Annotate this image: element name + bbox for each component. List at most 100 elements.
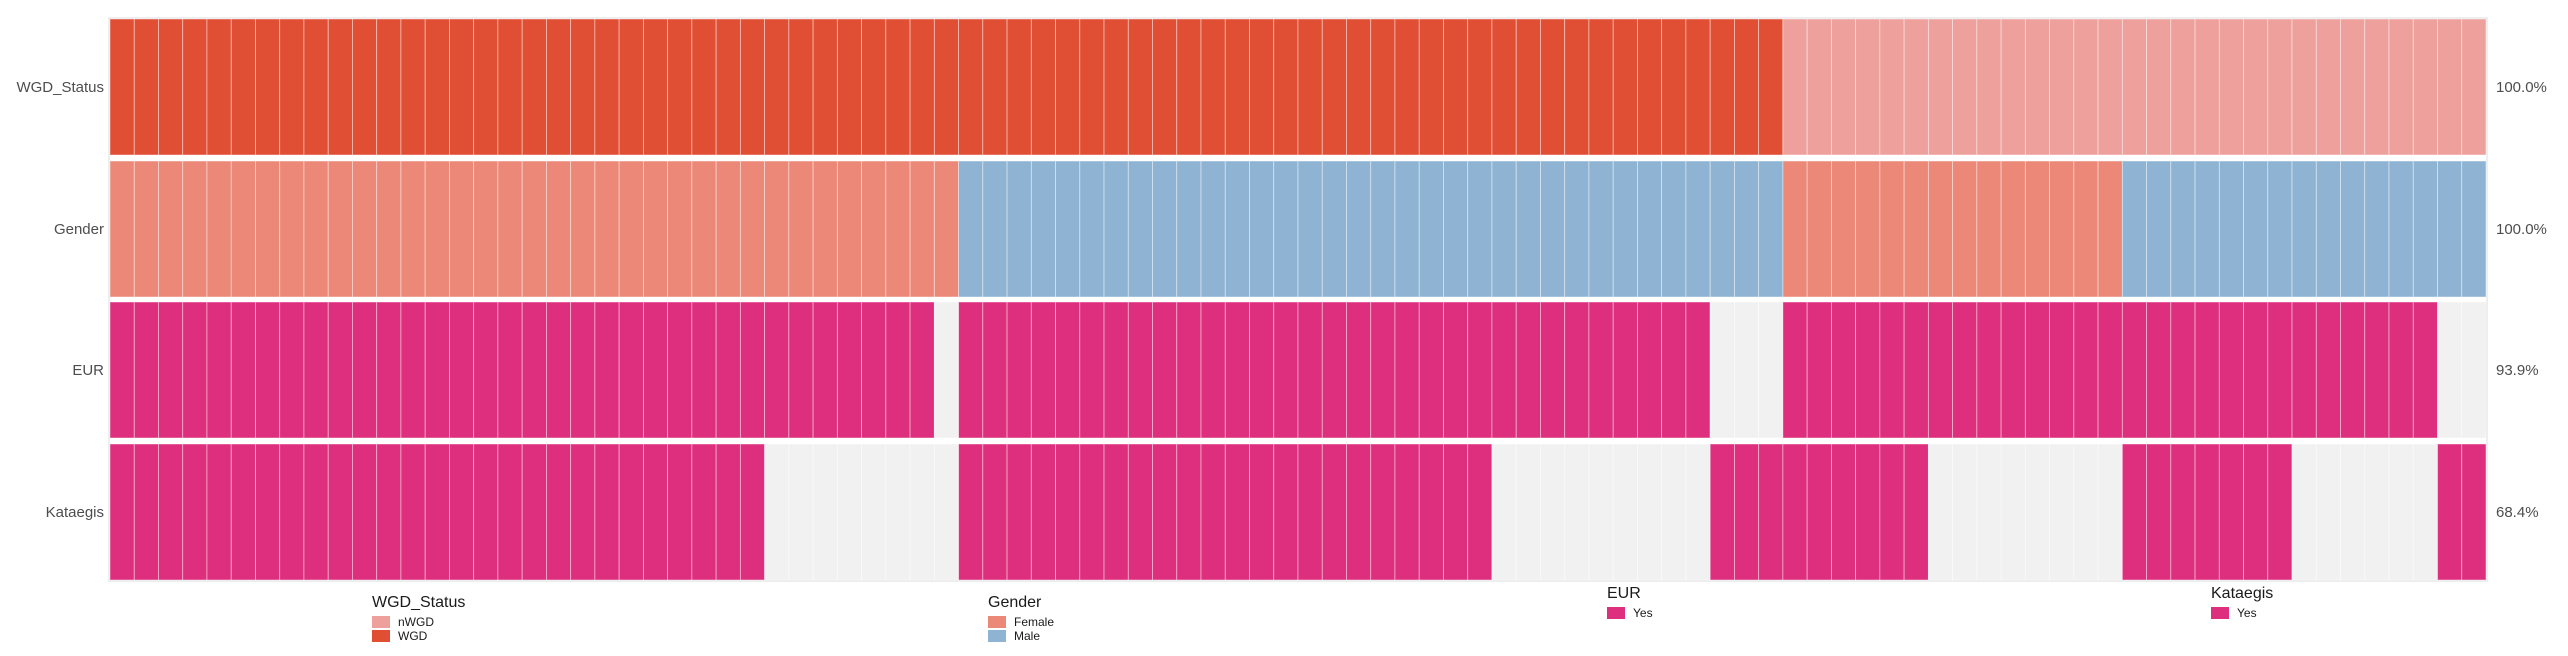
cell-eur-49: [1297, 301, 1323, 439]
cell-gender-37: [1006, 160, 1032, 298]
cell-wgd_status-23: [667, 18, 693, 156]
cell-eur-22: [642, 301, 669, 439]
cell-gender-35: [958, 160, 984, 298]
cell-wgd_status-32: [885, 18, 911, 156]
cell-gender-63: [1637, 160, 1663, 298]
cell-gender-56: [1467, 160, 1493, 298]
cell-gender-58: [1515, 160, 1541, 298]
cell-eur-40: [1079, 301, 1105, 439]
cell-gender-91: [2315, 160, 2341, 298]
cell-wgd_status-5: [230, 18, 256, 156]
cell-wgd_status-50: [1321, 18, 1347, 156]
cell-kataegis-15: [473, 443, 499, 581]
cell-gender-50: [1321, 160, 1347, 298]
cell-eur-56: [1467, 301, 1493, 439]
cell-eur-62: [1612, 301, 1638, 439]
cell-gender-68: [1758, 160, 1784, 298]
cell-wgd_status-22: [642, 18, 669, 156]
cell-wgd_status-62: [1612, 18, 1638, 156]
cell-wgd_status-48: [1273, 18, 1299, 156]
cell-wgd_status-97: [2461, 18, 2487, 156]
cell-eur-57: [1491, 301, 1517, 439]
legend-item-label: WGD: [398, 629, 428, 643]
cell-kataegis-27: [764, 443, 790, 581]
cell-eur-5: [230, 301, 256, 439]
cell-kataegis-26: [739, 443, 766, 581]
cell-gender-64: [1661, 160, 1687, 298]
cell-wgd_status-68: [1758, 18, 1784, 156]
cell-eur-76: [1952, 301, 1978, 439]
cell-gender-27: [764, 160, 790, 298]
cell-gender-77: [1976, 160, 2002, 298]
cell-kataegis-48: [1273, 443, 1299, 581]
cell-eur-91: [2315, 301, 2341, 439]
cell-kataegis-4: [206, 443, 232, 581]
row-label-gender: Gender: [54, 221, 104, 238]
cell-wgd_status-74: [1903, 18, 1929, 156]
cell-wgd_status-26: [739, 18, 766, 156]
cell-gender-55: [1443, 160, 1469, 298]
cell-gender-93: [2364, 160, 2390, 298]
cell-kataegis-52: [1370, 443, 1396, 581]
cell-gender-83: [2121, 160, 2147, 298]
cell-eur-96: [2437, 301, 2463, 439]
cell-wgd_status-7: [279, 18, 305, 156]
cell-gender-14: [449, 160, 475, 298]
cell-gender-13: [424, 160, 450, 298]
cell-wgd_status-37: [1006, 18, 1032, 156]
cell-kataegis-49: [1297, 443, 1323, 581]
cell-wgd_status-66: [1709, 18, 1735, 156]
cell-wgd_status-31: [861, 18, 887, 156]
cell-wgd_status-92: [2340, 18, 2366, 156]
cell-wgd_status-13: [424, 18, 450, 156]
cell-wgd_status-0: [109, 18, 135, 156]
cell-kataegis-35: [958, 443, 984, 581]
cell-wgd_status-83: [2121, 18, 2147, 156]
cell-eur-7: [279, 301, 305, 439]
cell-kataegis-9: [327, 443, 353, 581]
cell-gender-69: [1782, 160, 1808, 298]
cell-eur-93: [2364, 301, 2390, 439]
cell-kataegis-23: [667, 443, 693, 581]
cell-eur-21: [618, 301, 644, 439]
cell-kataegis-96: [2437, 443, 2463, 581]
cell-wgd_status-73: [1879, 18, 1905, 156]
cell-wgd_status-18: [546, 18, 572, 156]
cell-wgd_status-45: [1200, 18, 1226, 156]
cell-wgd_status-3: [182, 18, 208, 156]
cell-kataegis-2: [158, 443, 184, 581]
cell-gender-96: [2437, 160, 2463, 298]
cell-gender-51: [1346, 160, 1372, 298]
cell-kataegis-54: [1418, 443, 1444, 581]
legend-title: Gender: [988, 594, 1042, 611]
cell-gender-9: [327, 160, 353, 298]
cell-eur-52: [1370, 301, 1396, 439]
cell-eur-95: [2412, 301, 2438, 439]
cell-eur-53: [1394, 301, 1420, 439]
row-label-eur: EUR: [72, 362, 104, 379]
cell-wgd_status-57: [1491, 18, 1517, 156]
cell-wgd_status-11: [376, 18, 402, 156]
cell-kataegis-6: [255, 443, 281, 581]
cell-eur-72: [1855, 301, 1881, 439]
cell-wgd_status-25: [715, 18, 741, 156]
cell-eur-73: [1879, 301, 1905, 439]
legend-layer: WGD_StatusnWGDWGDGenderFemaleMaleEURYesK…: [372, 585, 2273, 643]
cell-kataegis-41: [1103, 443, 1129, 581]
legend-eur: EUR Yes: [1607, 585, 1653, 620]
cell-kataegis-13: [424, 443, 450, 581]
cell-kataegis-46: [1224, 443, 1250, 581]
cell-gender-97: [2461, 160, 2487, 298]
cell-gender-32: [885, 160, 911, 298]
cell-wgd_status-47: [1249, 18, 1275, 156]
cell-eur-3: [182, 301, 208, 439]
cell-wgd_status-36: [982, 18, 1008, 156]
cell-wgd_status-38: [1030, 18, 1056, 156]
cell-gender-3: [182, 160, 208, 298]
cell-kataegis-81: [2073, 443, 2099, 581]
cell-gender-31: [861, 160, 887, 298]
cell-kataegis-10: [352, 443, 378, 581]
cell-kataegis-82: [2097, 443, 2123, 581]
cell-kataegis-93: [2364, 443, 2390, 581]
